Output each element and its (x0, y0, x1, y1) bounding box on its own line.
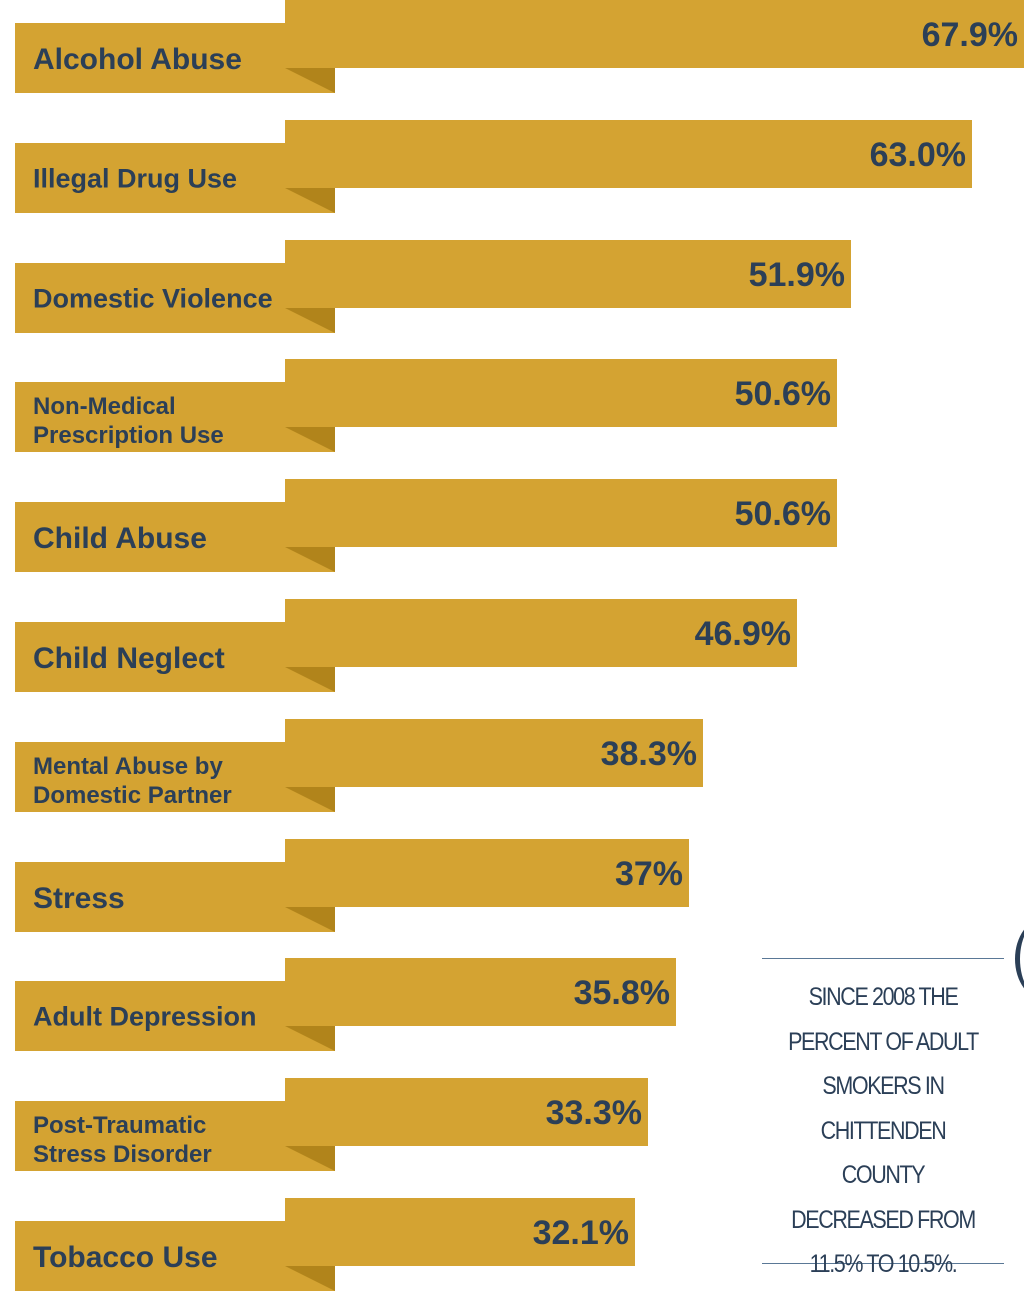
ribbon-fold (285, 547, 335, 572)
value-label: 63.0% (870, 136, 966, 174)
label-ribbon (15, 23, 335, 93)
smokers-note-text: Since 2008 the percent of adult smokers … (788, 983, 979, 1278)
label-ribbon (15, 981, 335, 1051)
bar-row: 32.1% Tobacco Use (15, 1198, 635, 1291)
category-label: Domestic Violence (33, 284, 273, 314)
ribbon-fold (285, 907, 335, 932)
bar (285, 120, 972, 188)
bar (285, 240, 851, 308)
category-label: Stress (33, 882, 125, 915)
label-ribbon (15, 742, 335, 812)
label-ribbon (15, 382, 335, 452)
category-label: Illegal Drug Use (33, 164, 237, 194)
category-label: Alcohol Abuse (33, 43, 242, 76)
bar (285, 0, 1024, 68)
ribbon-fold (285, 667, 335, 692)
ribbon-fold (285, 787, 335, 812)
value-label: 50.6% (735, 375, 831, 413)
value-label: 32.1% (533, 1214, 629, 1252)
ribbon-fold (285, 427, 335, 452)
ribbon-fold (285, 308, 335, 333)
category-label: Mental Abuse by Domestic Partner (33, 753, 232, 809)
bar-row: 46.9% Child Neglect (15, 599, 797, 692)
bar-row: 50.6% Child Abuse (15, 479, 837, 572)
label-ribbon (15, 622, 335, 692)
value-label: 46.9% (695, 615, 791, 653)
category-label: Non-Medical Prescription Use (33, 393, 224, 449)
bar-row: 38.3% Mental Abuse by Domestic Partner (15, 719, 703, 812)
bar-row: 51.9% Domestic Violence (15, 240, 851, 333)
label-ribbon (15, 862, 335, 932)
value-label: 38.3% (601, 735, 697, 773)
decorative-arc-icon (1015, 918, 1024, 1000)
ribbon-fold (285, 188, 335, 213)
bar-row: 67.9% Alcohol Abuse (15, 0, 1024, 93)
bar (285, 479, 837, 547)
bar-row: 35.8% Adult Depression (15, 958, 676, 1051)
category-label: Tobacco Use (33, 1241, 218, 1274)
ribbon-fold (285, 1266, 335, 1291)
bar (285, 958, 676, 1026)
category-label: Child Neglect (33, 642, 225, 675)
category-label: Child Abuse (33, 522, 207, 555)
bar (285, 1198, 635, 1266)
value-label: 50.6% (735, 495, 831, 533)
bar (285, 359, 837, 427)
label-ribbon (15, 502, 335, 572)
ribbon-fold (285, 1026, 335, 1051)
smokers-note-box: Since 2008 the percent of adult smokers … (762, 958, 1004, 1278)
bar (285, 1078, 648, 1146)
value-label: 37% (615, 855, 683, 893)
bar-row: 37% Stress (15, 839, 689, 932)
bar-row: 33.3% Post-Traumatic Stress Disorder (15, 1078, 648, 1171)
category-label: Post-Traumatic Stress Disorder (33, 1112, 212, 1168)
ribbon-fold (285, 68, 335, 93)
value-label: 33.3% (546, 1094, 642, 1132)
bar-row: 50.6% Non-Medical Prescription Use (15, 359, 837, 452)
category-label: Adult Depression (33, 1002, 257, 1032)
bar (285, 599, 797, 667)
value-label: 67.9% (922, 16, 1018, 54)
bar (285, 719, 703, 787)
label-ribbon (15, 143, 335, 213)
label-ribbon (15, 1101, 335, 1171)
label-ribbon (15, 1221, 335, 1291)
value-label: 35.8% (574, 974, 670, 1012)
label-ribbon (15, 263, 335, 333)
value-label: 51.9% (749, 256, 845, 294)
ribbon-fold (285, 1146, 335, 1171)
bar (285, 839, 689, 907)
bar-row: 63.0% Illegal Drug Use (15, 120, 972, 213)
